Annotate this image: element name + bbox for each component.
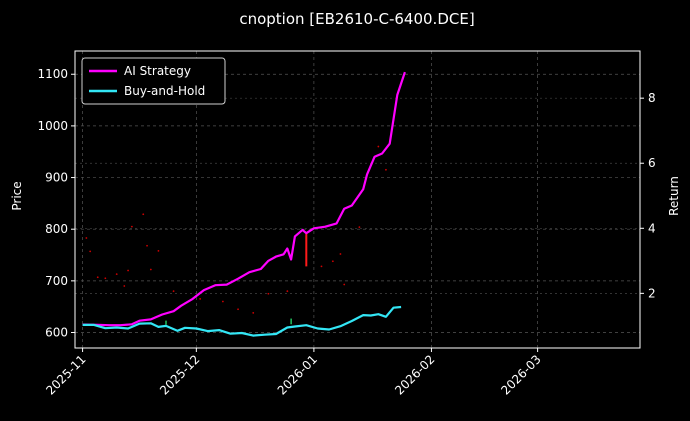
price-dot: [385, 168, 387, 171]
y-tick-label-right: 2: [648, 286, 656, 300]
series-line-ai-strategy: [82, 71, 406, 327]
y-axis-right-title: Return: [667, 176, 681, 216]
legend-label: AI Strategy: [124, 64, 191, 78]
y-tick-label-right: 4: [648, 221, 656, 235]
series-line-buy-and-hold: [82, 305, 402, 337]
price-dot: [286, 290, 289, 293]
price-dot: [89, 250, 92, 253]
price-dot: [343, 283, 346, 286]
y-tick-label-left: 1100: [37, 67, 68, 81]
price-dot: [127, 269, 129, 272]
price-dot: [146, 244, 148, 247]
price-dot: [123, 285, 126, 287]
price-dot: [96, 276, 99, 279]
price-dot: [331, 260, 334, 263]
y-tick-label-left: 800: [45, 222, 68, 236]
price-dot: [85, 237, 88, 239]
price-dot: [221, 300, 224, 303]
price-dot: [252, 311, 255, 314]
price-dot: [115, 273, 118, 276]
price-dot: [149, 268, 152, 271]
price-dots: [85, 145, 387, 314]
legend: AI Strategy Buy-and-Hold: [81, 57, 226, 105]
price-dot: [237, 308, 239, 311]
y-tick-label-right: 6: [648, 156, 656, 170]
legend-box: [81, 57, 226, 105]
price-dot: [339, 253, 342, 255]
y-tick-label-left: 700: [45, 274, 68, 288]
price-dot: [377, 145, 380, 148]
y-axis-left-title: Price: [10, 181, 24, 210]
price-dot: [320, 265, 323, 268]
price-dot: [267, 292, 270, 295]
y-tick-label-left: 1000: [37, 119, 68, 133]
chart-title: cnoption [EB2610-C-6400.DCE]: [239, 10, 474, 28]
price-dot: [199, 298, 202, 300]
y-tick-label-left: 900: [45, 171, 68, 185]
price-dot: [104, 277, 107, 280]
price-dot: [142, 213, 145, 216]
price-dot: [130, 225, 133, 228]
price-dot: [172, 290, 175, 293]
price-dot: [157, 249, 160, 252]
price-dot: [358, 226, 361, 229]
plot-frame: [74, 50, 641, 349]
legend-label: Buy-and-Hold: [124, 84, 205, 98]
y-tick-label-right: 8: [648, 91, 656, 105]
y-tick-label-left: 600: [45, 326, 68, 340]
